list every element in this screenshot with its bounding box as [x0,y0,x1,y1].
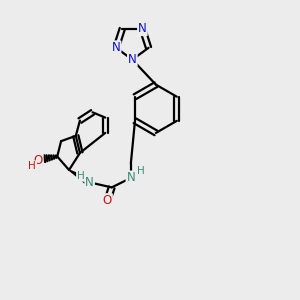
Text: N: N [138,22,147,35]
Text: H: H [28,161,36,171]
Text: O: O [34,154,43,167]
Polygon shape [69,170,92,185]
Text: N: N [128,53,137,66]
Text: N: N [112,41,121,54]
Text: H: H [77,171,85,181]
Text: H: H [137,167,145,176]
Text: O: O [103,194,112,207]
Text: N: N [127,172,135,184]
Text: N: N [85,176,94,189]
